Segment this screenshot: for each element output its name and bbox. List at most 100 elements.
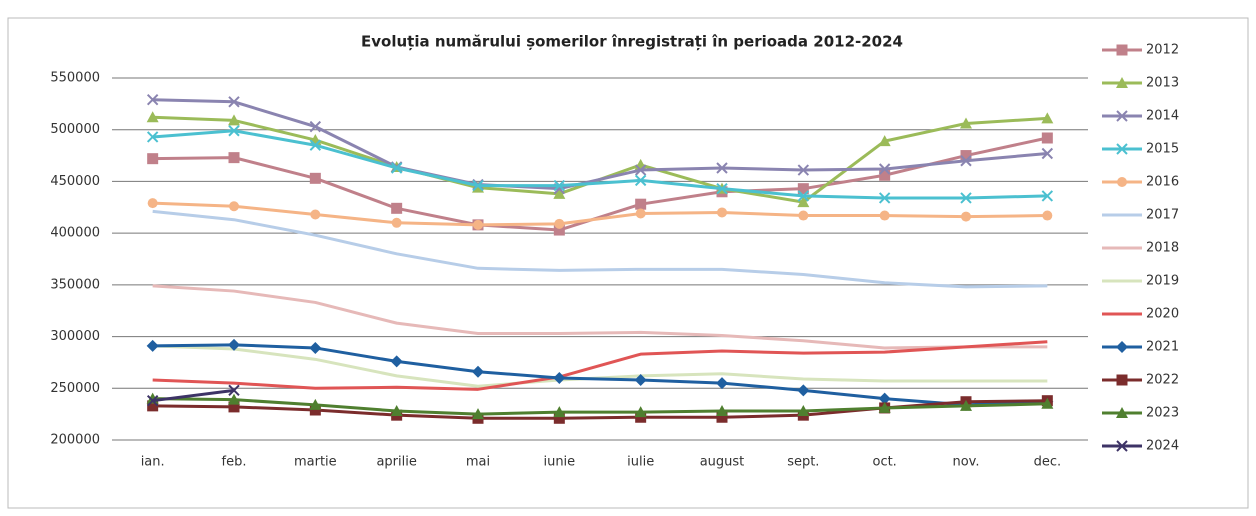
point-marker	[391, 217, 402, 228]
point-marker	[716, 162, 728, 174]
point-marker	[147, 198, 158, 209]
point-marker	[228, 125, 240, 137]
x-tick-label: ian.	[141, 455, 165, 470]
y-tick-label: 400000	[50, 226, 100, 241]
chart-frame	[7, 17, 1249, 509]
y-tick-label: 500000	[50, 122, 100, 137]
point-marker	[309, 398, 322, 410]
series-line	[152, 136, 1048, 232]
point-marker	[390, 405, 403, 417]
point-marker	[1041, 190, 1054, 202]
point-marker	[960, 399, 972, 411]
point-marker	[960, 117, 972, 129]
point-marker	[228, 393, 240, 405]
point-marker	[635, 198, 647, 210]
legend-label: 2020	[1146, 307, 1179, 322]
point-marker	[1041, 147, 1054, 160]
point-marker	[797, 384, 810, 397]
point-marker	[878, 163, 891, 175]
point-marker	[309, 341, 322, 354]
x-tick-label: martie	[294, 455, 337, 470]
series-line	[152, 343, 1048, 407]
point-marker	[146, 94, 159, 106]
legend-label: 2015	[1146, 142, 1179, 157]
x-tick-label: nov.	[952, 455, 979, 470]
point-marker	[878, 135, 891, 147]
point-marker	[553, 406, 566, 418]
point-marker	[391, 202, 403, 214]
x-tick-label: iunie	[543, 455, 575, 470]
legend-label: 2013	[1146, 76, 1179, 91]
point-marker	[716, 405, 728, 417]
legend-marker	[1116, 341, 1128, 353]
point-marker	[878, 392, 891, 405]
point-marker	[228, 114, 240, 126]
point-marker	[960, 192, 972, 204]
point-marker	[797, 405, 810, 417]
x-tick-label: august	[700, 455, 745, 470]
point-marker	[553, 179, 566, 192]
series-line	[152, 129, 1048, 200]
point-marker	[797, 190, 810, 202]
legend-marker	[1116, 110, 1128, 122]
point-marker	[309, 120, 322, 133]
series-line	[152, 201, 1048, 227]
x-tick-label: feb.	[222, 455, 247, 470]
point-marker	[228, 384, 240, 397]
point-marker	[798, 210, 809, 221]
point-marker	[309, 139, 322, 151]
legend-marker	[1116, 440, 1128, 452]
point-marker	[472, 179, 484, 192]
point-marker	[146, 394, 159, 407]
series-line	[152, 340, 1048, 391]
point-marker	[1042, 210, 1053, 221]
point-marker	[878, 401, 891, 413]
legend-label: 2012	[1146, 43, 1179, 58]
point-marker	[1041, 112, 1054, 124]
point-marker	[554, 218, 565, 229]
point-marker	[390, 162, 403, 174]
point-marker	[228, 152, 240, 164]
point-marker	[228, 338, 240, 351]
y-tick-label: 250000	[50, 381, 100, 396]
point-marker	[390, 355, 403, 368]
point-marker	[961, 211, 971, 222]
y-tick-label: 200000	[50, 433, 100, 448]
point-marker	[229, 201, 239, 212]
x-tick-label: mai	[466, 455, 490, 470]
point-marker	[878, 192, 891, 204]
point-marker	[1041, 397, 1054, 409]
point-marker	[146, 111, 159, 123]
point-marker	[1041, 132, 1053, 144]
legend-marker	[1117, 177, 1127, 187]
series-line	[152, 98, 1048, 191]
x-tick-label: aprilie	[376, 455, 416, 470]
series-line	[152, 209, 1048, 289]
y-tick-label: 550000	[50, 71, 100, 86]
x-tick-label: iulie	[627, 455, 654, 470]
x-tick-label: sept.	[787, 455, 819, 470]
chart-title: Evoluția numărului șomerilor înregistraț…	[361, 33, 903, 51]
point-marker	[553, 371, 566, 384]
point-marker	[146, 339, 159, 352]
legend-marker	[1116, 374, 1128, 386]
series-line	[152, 397, 1048, 416]
legend-marker	[1116, 44, 1128, 56]
y-tick-label: 350000	[50, 277, 100, 292]
point-marker	[472, 408, 484, 420]
legend-label: 2019	[1146, 274, 1179, 289]
y-tick-label: 300000	[50, 329, 100, 344]
legend-label: 2022	[1146, 373, 1179, 388]
x-tick-label: oct.	[872, 455, 896, 470]
legend-label: 2023	[1146, 406, 1179, 421]
point-marker	[553, 187, 566, 199]
legend-label: 2018	[1146, 241, 1179, 256]
point-marker	[635, 208, 646, 219]
point-marker	[717, 207, 727, 218]
point-marker	[146, 131, 159, 143]
point-marker	[472, 365, 484, 378]
point-marker	[716, 377, 728, 390]
point-marker	[634, 406, 647, 418]
point-marker	[473, 219, 483, 230]
